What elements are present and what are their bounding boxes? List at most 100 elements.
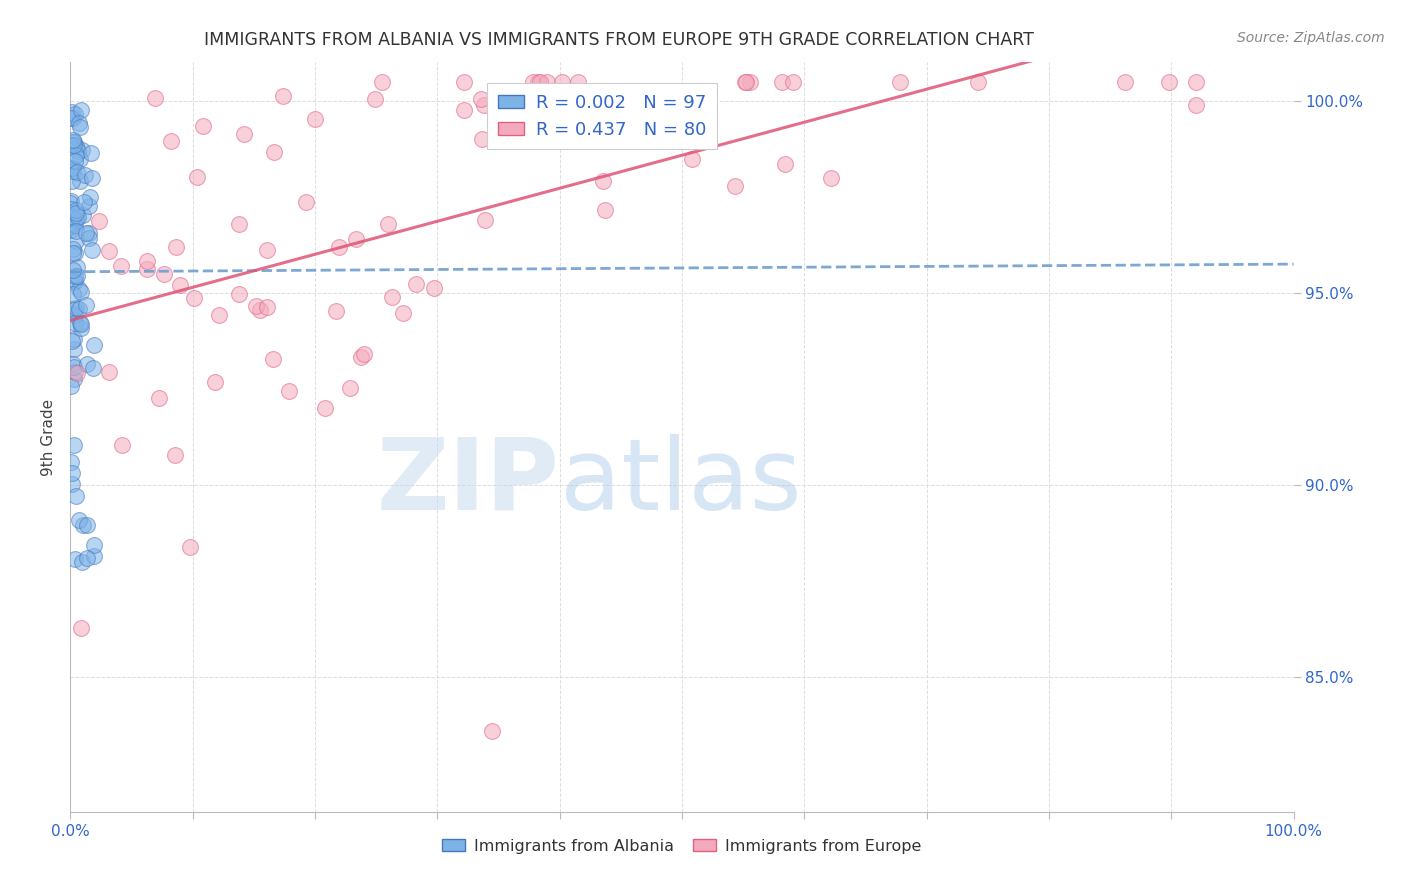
- Point: [364, 92, 387, 106]
- Point: [63, 303, 86, 318]
- Point: [143, 91, 166, 105]
- Point: [453, 75, 475, 89]
- Point: [314, 401, 336, 415]
- Point: [381, 290, 404, 304]
- Point: [69, 285, 91, 300]
- Point: [256, 301, 278, 315]
- Point: [83, 538, 105, 552]
- Point: [63, 138, 86, 153]
- Point: [65, 234, 87, 248]
- Point: [62, 135, 84, 149]
- Point: [65, 224, 87, 238]
- Point: [63, 274, 86, 288]
- Point: [63, 136, 86, 150]
- Point: [263, 145, 285, 160]
- Point: [62, 286, 84, 301]
- Point: [83, 338, 105, 352]
- Point: [72, 208, 94, 222]
- Point: [75, 168, 97, 182]
- Point: [60, 476, 83, 491]
- Point: [62, 357, 84, 371]
- Point: [60, 194, 83, 208]
- Point: [183, 291, 205, 305]
- Point: [522, 75, 544, 89]
- Point: [59, 223, 82, 237]
- Text: atlas: atlas: [560, 434, 801, 531]
- Y-axis label: 9th Grade: 9th Grade: [41, 399, 56, 475]
- Point: [405, 277, 427, 291]
- Point: [63, 366, 86, 380]
- Point: [166, 240, 188, 254]
- Point: [325, 303, 347, 318]
- Point: [208, 308, 231, 322]
- Point: [820, 171, 842, 186]
- Point: [350, 351, 373, 365]
- Point: [62, 276, 84, 290]
- Point: [304, 112, 326, 126]
- Point: [471, 131, 494, 145]
- Point: [98, 365, 121, 379]
- Point: [70, 555, 93, 569]
- Point: [65, 139, 87, 153]
- Point: [536, 75, 558, 89]
- Point: [63, 332, 86, 346]
- Point: [163, 448, 186, 462]
- Point: [1184, 97, 1206, 112]
- Point: [70, 103, 93, 117]
- Point: [148, 391, 170, 405]
- Point: [62, 174, 84, 188]
- Point: [724, 178, 747, 193]
- Point: [567, 75, 589, 89]
- Point: [152, 268, 174, 282]
- Point: [543, 130, 565, 145]
- Point: [76, 517, 98, 532]
- Point: [66, 366, 89, 380]
- Point: [734, 75, 756, 89]
- Point: [60, 105, 83, 120]
- Point: [551, 75, 574, 89]
- Point: [527, 75, 550, 89]
- Point: [97, 244, 120, 259]
- Point: [77, 231, 100, 245]
- Point: [271, 88, 294, 103]
- Point: [245, 299, 267, 313]
- Point: [63, 154, 86, 169]
- Point: [67, 210, 90, 224]
- Point: [59, 137, 82, 152]
- Point: [63, 342, 86, 356]
- Point: [65, 552, 87, 566]
- Point: [59, 378, 82, 392]
- Point: [423, 281, 446, 295]
- Point: [60, 334, 83, 349]
- Point: [62, 263, 84, 277]
- Point: [529, 75, 551, 89]
- Point: [278, 384, 301, 398]
- Point: [65, 308, 87, 322]
- Point: [186, 169, 208, 184]
- Point: [295, 195, 318, 210]
- Text: IMMIGRANTS FROM ALBANIA VS IMMIGRANTS FROM EUROPE 9TH GRADE CORRELATION CHART: IMMIGRANTS FROM ALBANIA VS IMMIGRANTS FR…: [204, 31, 1033, 49]
- Point: [60, 306, 83, 320]
- Point: [136, 262, 159, 277]
- Point: [83, 549, 105, 563]
- Point: [76, 357, 98, 371]
- Point: [65, 205, 87, 219]
- Text: Source: ZipAtlas.com: Source: ZipAtlas.com: [1237, 31, 1385, 45]
- Point: [65, 211, 87, 226]
- Point: [1114, 75, 1136, 89]
- Text: ZIP: ZIP: [377, 434, 560, 531]
- Point: [59, 216, 82, 230]
- Point: [67, 302, 90, 317]
- Point: [63, 107, 86, 121]
- Point: [82, 243, 104, 257]
- Point: [191, 119, 214, 133]
- Point: [63, 269, 86, 284]
- Point: [69, 174, 91, 188]
- Point: [62, 161, 84, 175]
- Point: [63, 246, 86, 260]
- Point: [80, 170, 103, 185]
- Point: [69, 153, 91, 167]
- Point: [481, 724, 503, 739]
- Point: [73, 195, 96, 210]
- Point: [59, 196, 82, 211]
